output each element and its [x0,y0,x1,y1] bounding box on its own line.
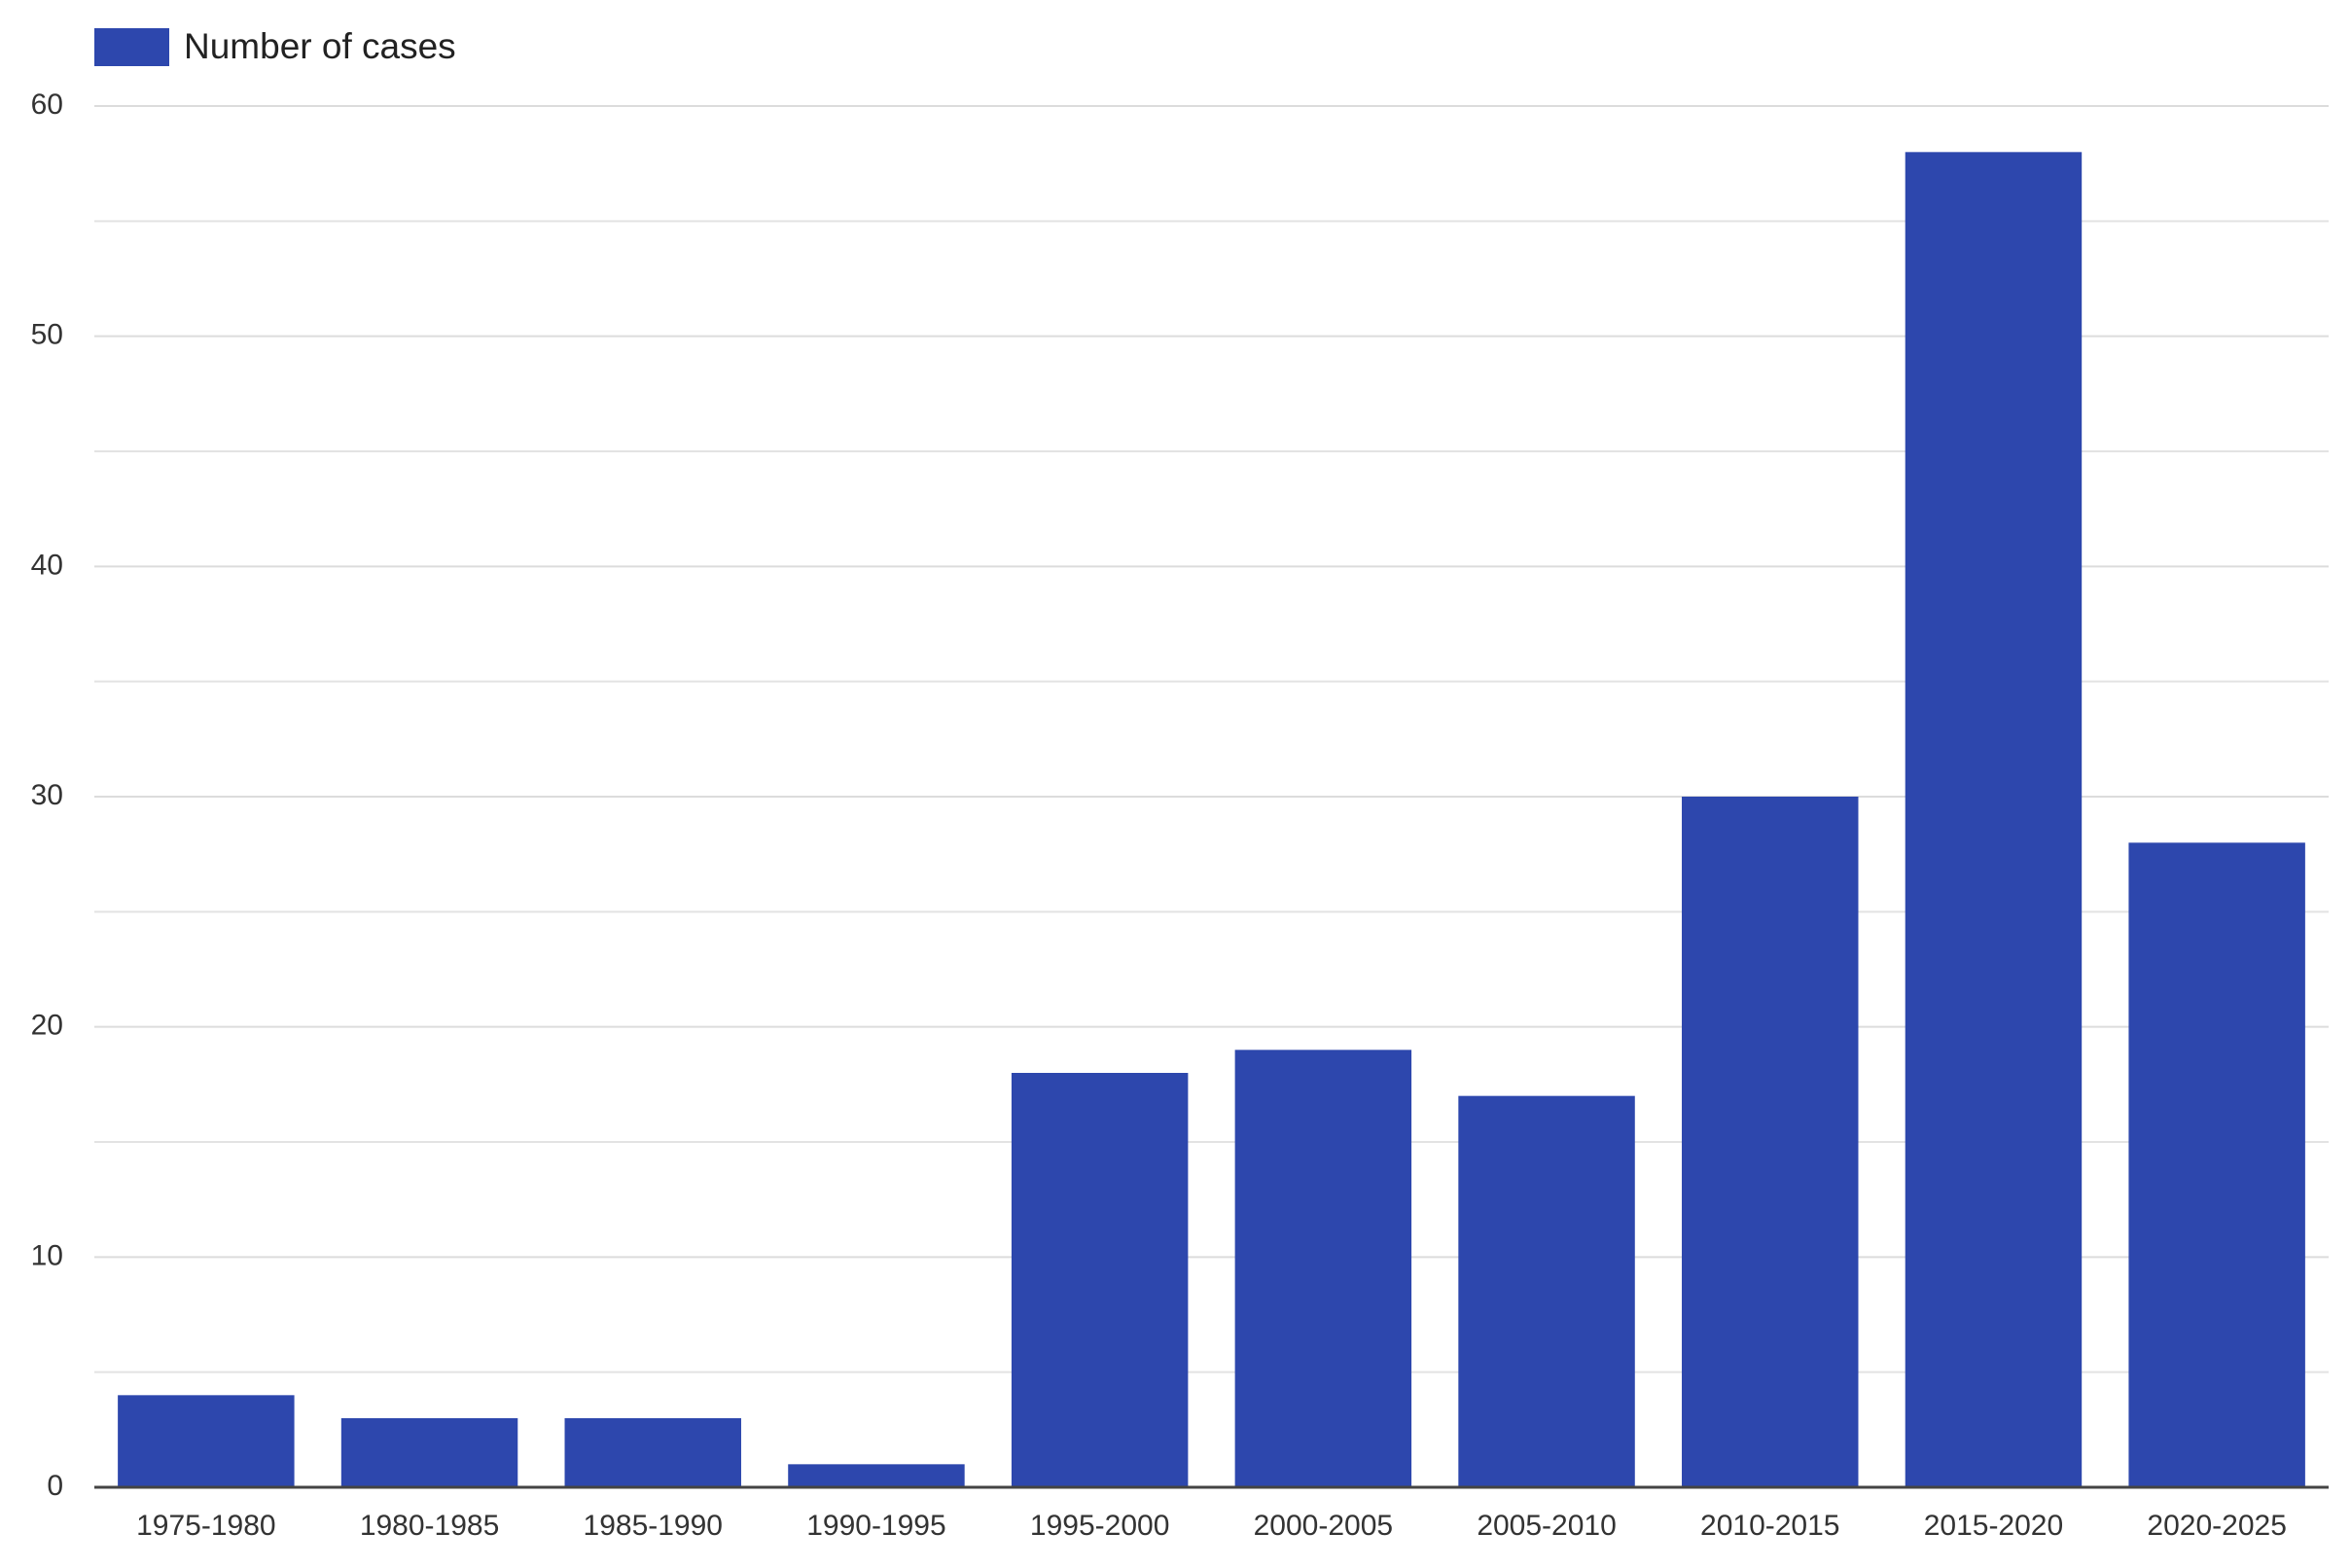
x-tick-label: 2005-2010 [1477,1510,1616,1542]
bar [1905,152,2083,1487]
bar [788,1464,965,1487]
y-tick-label: 50 [31,319,63,351]
bar [564,1418,741,1487]
bar [1682,797,1859,1487]
bar [340,1418,518,1487]
bar [1011,1073,1189,1487]
bar [118,1395,295,1487]
y-tick-label: 0 [47,1470,63,1502]
y-tick-label: 60 [31,89,63,121]
y-tick-label: 20 [31,1010,63,1042]
x-tick-label: 1995-2000 [1030,1510,1169,1542]
bar [2128,842,2305,1487]
x-tick-label: 2000-2005 [1254,1510,1393,1542]
y-tick-label: 30 [31,779,63,811]
x-tick-label: 2010-2015 [1700,1510,1839,1542]
bar [1234,1050,1412,1487]
x-tick-label: 1985-1990 [584,1510,723,1542]
x-tick-label: 1975-1980 [136,1510,275,1542]
bar [1458,1095,1635,1487]
x-tick-label: 1980-1985 [360,1510,499,1542]
x-tick-label: 2020-2025 [2147,1510,2286,1542]
legend-label: Number of cases [184,26,456,66]
x-tick-label: 2015-2020 [1924,1510,2063,1542]
x-tick-label: 1990-1995 [806,1510,945,1542]
legend-swatch [94,28,169,66]
y-tick-label: 10 [31,1239,63,1271]
y-tick-label: 40 [31,549,63,581]
